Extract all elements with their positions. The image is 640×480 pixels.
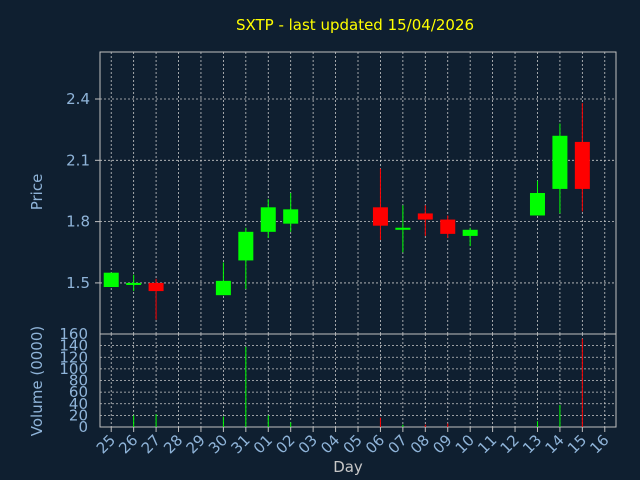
volume-tick-label: 140: [59, 337, 88, 355]
candle-body: [462, 229, 478, 236]
volume-tick-label: 80: [69, 372, 88, 390]
candle-01: [260, 199, 276, 238]
candle-body: [417, 213, 433, 220]
candle-body: [103, 272, 119, 287]
candle-body: [440, 219, 456, 234]
candle-25: [103, 272, 119, 287]
x-axis: 2526272829303101020304050607080910111213…: [93, 427, 613, 457]
volume-tick-label: 40: [69, 395, 88, 413]
candle-14: [552, 123, 568, 214]
volume-tick-label: 0: [78, 418, 88, 436]
candle-body: [552, 135, 568, 189]
chart-title: SXTP - last updated 15/04/2026: [236, 16, 474, 34]
candle-31: [238, 227, 254, 290]
price-tick-label: 1.8: [66, 213, 90, 231]
price-axis-label: Price: [28, 174, 46, 211]
candle-body: [126, 282, 142, 285]
volume-tick-label: 120: [59, 348, 88, 366]
candle-13: [529, 180, 545, 216]
candle-27: [148, 278, 164, 320]
candle-08: [417, 205, 433, 236]
candle-15: [574, 103, 590, 212]
day-tick-label: 16: [586, 431, 612, 457]
candle-07: [395, 205, 411, 253]
volume-tick-label: 160: [59, 325, 88, 343]
day-axis-label: Day: [333, 458, 363, 476]
candle-10: [462, 227, 478, 247]
candle-body: [395, 227, 411, 230]
candle-body: [238, 231, 254, 261]
volume-tick-label: 60: [69, 383, 88, 401]
volume-tick-label: 20: [69, 406, 88, 424]
candle-body: [529, 193, 545, 216]
price-tick-label: 2.1: [66, 151, 90, 169]
candle-26: [126, 274, 142, 292]
volume-axis-label: Volume (0000): [28, 326, 46, 436]
price-tick-label: 1.5: [66, 274, 90, 292]
price-tick-label: 2.4: [66, 90, 90, 108]
candle-30: [215, 262, 231, 296]
candle-body: [215, 280, 231, 296]
candle-06: [372, 168, 388, 240]
candle-02: [283, 193, 299, 232]
price-panel: 1.5 1.8 2.1 2.4: [66, 51, 617, 335]
candle-body: [574, 141, 590, 189]
volume-tick-label: 100: [59, 360, 88, 378]
candle-body: [283, 209, 299, 224]
candle-body: [372, 207, 388, 226]
candle-body: [148, 282, 164, 292]
candle-09: [440, 215, 456, 238]
candle-body: [260, 207, 276, 232]
